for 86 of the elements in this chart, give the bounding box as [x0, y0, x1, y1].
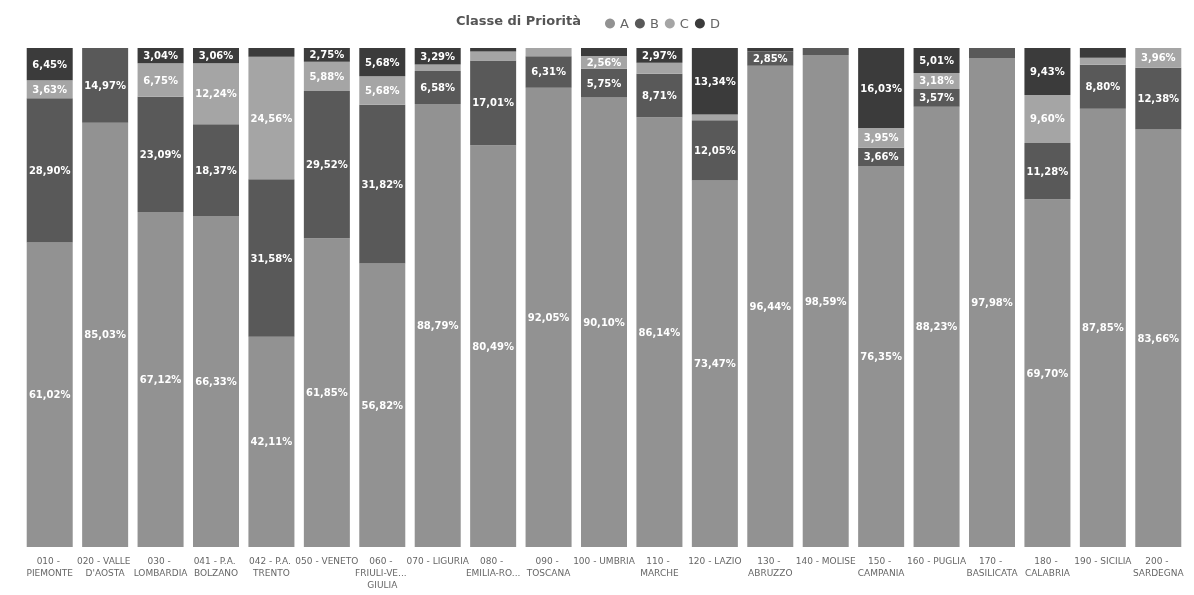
data-label: 3,57% — [919, 92, 954, 104]
data-label: 17,01% — [472, 97, 514, 109]
x-tick-label: 200 - SARDEGNA — [1132, 556, 1185, 578]
x-tick-label: 030 - LOMBARDIA — [133, 556, 189, 578]
data-label: 67,12% — [139, 374, 182, 386]
data-label: 28,90% — [28, 164, 71, 176]
data-label: 24,56% — [250, 112, 293, 124]
data-label: 3,66% — [863, 151, 899, 163]
data-label: 97,98% — [971, 297, 1013, 309]
data-label: 8,71% — [642, 89, 677, 101]
x-tick-label: 050 - VENETO — [295, 556, 359, 566]
data-label: 31,58% — [250, 252, 293, 264]
data-label: 13,34% — [694, 75, 736, 87]
data-label: 3,63% — [32, 83, 68, 95]
x-tick-label: 010 - PIEMONTE — [26, 556, 74, 578]
data-label: 12,05% — [694, 144, 736, 156]
data-label: 42,11% — [250, 436, 293, 448]
data-label: 6,75% — [143, 74, 178, 86]
data-label: 76,35% — [860, 351, 902, 363]
data-label: 61,85% — [306, 387, 348, 399]
data-label: 9,60% — [1030, 113, 1065, 125]
data-label: 31,82% — [361, 178, 404, 190]
x-tick-label: 042 - P.A. TRENTO — [249, 556, 294, 578]
x-tick-label: 130 - ABRUZZO — [748, 556, 793, 578]
data-label: 5,68% — [364, 56, 400, 68]
chart-title: Classe di Priorità — [455, 13, 582, 28]
data-label: 6,45% — [32, 58, 68, 70]
data-label: 2,97% — [642, 49, 677, 61]
data-label: 18,37% — [195, 164, 237, 176]
legend-label: B — [649, 16, 659, 31]
data-label: 5,01% — [919, 55, 954, 67]
x-tick-label: 150 - CAMPANIA — [857, 556, 906, 578]
data-label: 5,88% — [309, 70, 345, 82]
data-label: 14,97% — [84, 79, 126, 91]
data-label: 88,79% — [416, 319, 459, 331]
data-label: 3,18% — [919, 75, 954, 87]
data-label: 8,80% — [1085, 81, 1121, 93]
x-tick-label: 180 - CALABRIA — [1024, 556, 1071, 578]
data-label: 83,66% — [1137, 332, 1180, 344]
data-label: 56,82% — [361, 399, 404, 411]
data-label: 2,85% — [752, 53, 788, 65]
legend-label: C — [679, 16, 689, 31]
legend-label: A — [620, 16, 629, 31]
x-tick-label: 140 - MOLISE — [795, 556, 857, 566]
data-label: 86,14% — [638, 326, 681, 338]
data-label: 92,05% — [527, 311, 570, 323]
data-label: 80,49% — [472, 340, 514, 352]
legend-label: D — [709, 16, 720, 31]
x-tick-label: 070 - LIGURIA — [406, 556, 470, 566]
x-tick-label: 110 - MARCHE — [640, 556, 679, 578]
data-label: 73,47% — [694, 358, 736, 370]
data-label: 29,52% — [306, 159, 348, 171]
data-label: 69,70% — [1026, 367, 1069, 379]
x-tick-label: 170 - BASILICATA — [966, 556, 1019, 578]
data-label: 2,56% — [586, 56, 622, 68]
data-label: 6,31% — [531, 66, 566, 78]
data-label: 12,38% — [1137, 93, 1180, 105]
data-label: 3,04% — [143, 50, 178, 62]
data-label: 5,68% — [364, 85, 400, 97]
x-tick-label: 041 - P.A. BOLZANO — [193, 556, 239, 578]
data-label: 11,28% — [1026, 165, 1069, 177]
data-label: 2,75% — [309, 49, 345, 61]
x-tick-label: 120 - LAZIO — [688, 556, 742, 566]
data-label: 23,09% — [139, 148, 182, 160]
data-label: 9,43% — [1030, 66, 1065, 77]
data-label: 98,59% — [804, 295, 847, 307]
data-label: 3,95% — [863, 132, 899, 144]
data-label: 66,33% — [195, 376, 237, 388]
data-label: 61,02% — [28, 389, 71, 401]
data-label: 12,24% — [195, 88, 237, 100]
data-label: 5,75% — [586, 77, 622, 89]
x-tick-label: 100 - UMBRIA — [573, 556, 636, 566]
data-label: 87,85% — [1082, 322, 1124, 334]
x-tick-label: 190 - SICILIA — [1074, 556, 1133, 566]
data-label: 16,03% — [860, 82, 902, 94]
data-label: 3,29% — [420, 50, 456, 62]
data-label: 90,10% — [583, 316, 625, 328]
x-tick-label: 160 - PUGLIA — [907, 556, 967, 566]
data-label: 6,58% — [420, 82, 456, 94]
data-label: 3,96% — [1140, 52, 1176, 64]
x-tick-label: 090 - TOSCANA — [525, 556, 572, 578]
data-label: 88,23% — [915, 321, 958, 333]
x-tick-label: 020 - VALLE D'AOSTA — [76, 556, 134, 578]
data-label: 96,44% — [749, 300, 792, 312]
data-label: 85,03% — [84, 329, 126, 341]
data-label: 3,06% — [198, 50, 234, 62]
